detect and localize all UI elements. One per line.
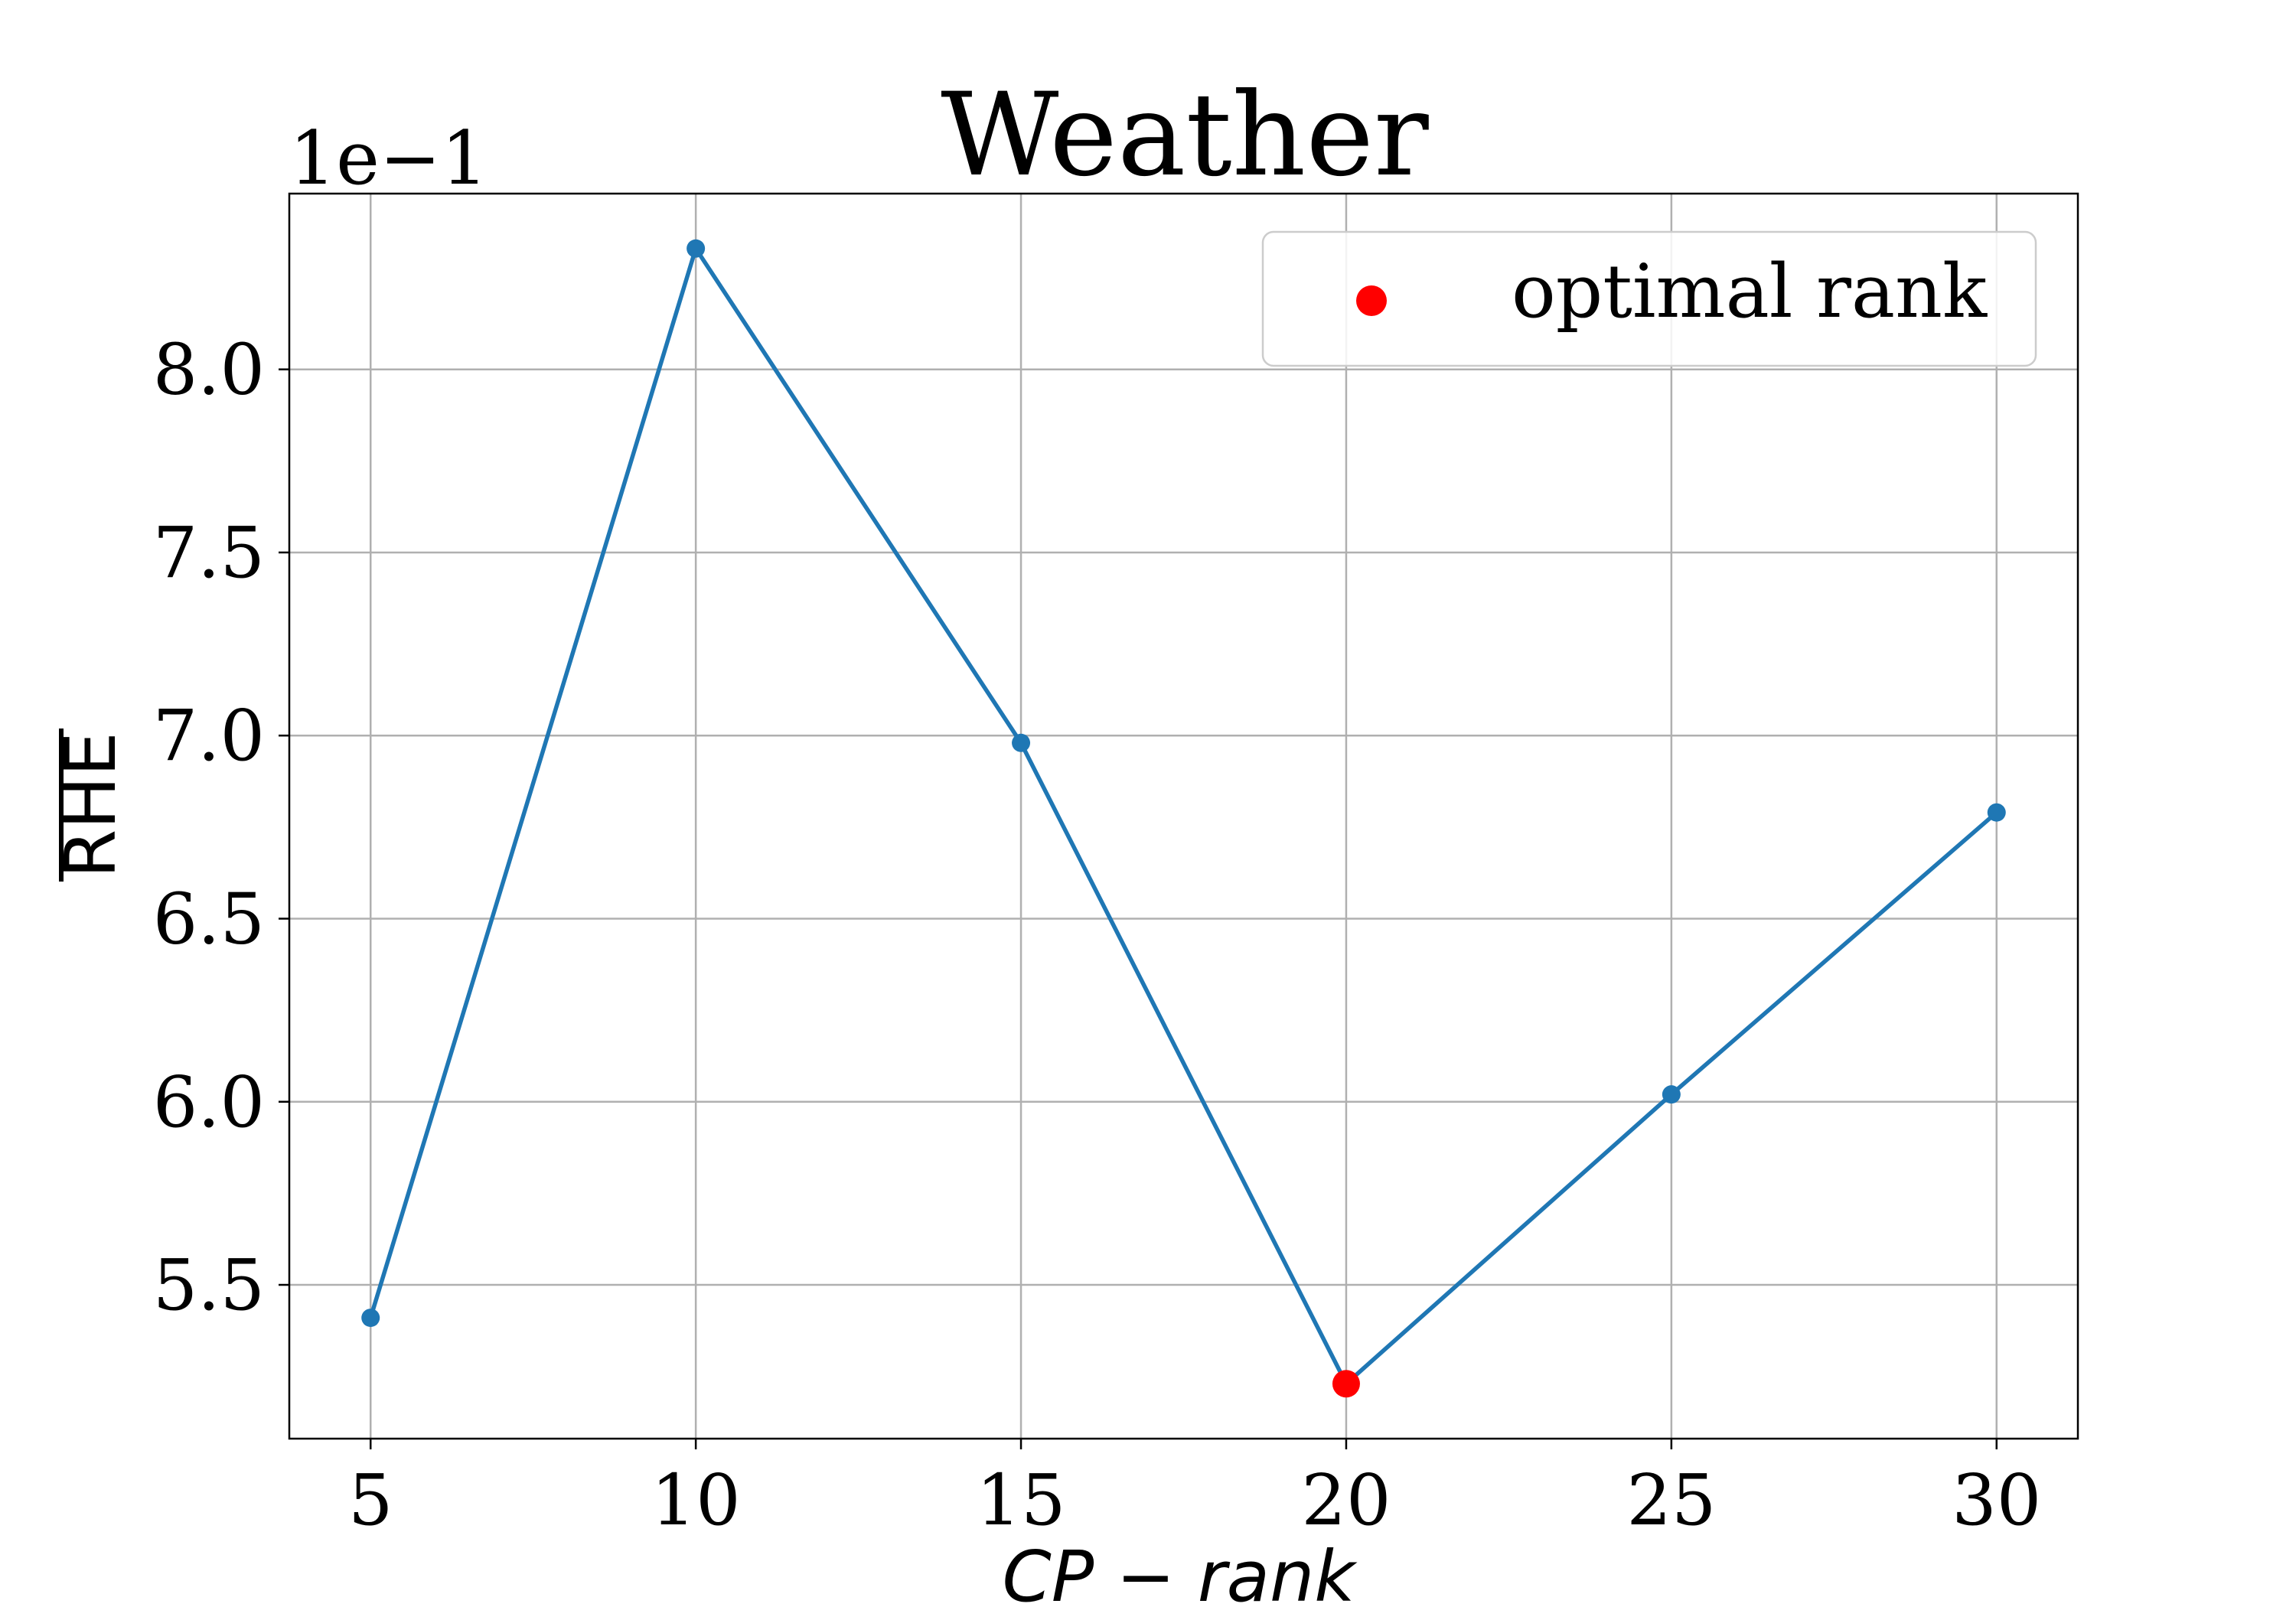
x-tick-label: 20 [1301, 1459, 1391, 1541]
series-line-layer [361, 239, 2006, 1398]
legend: optimal rank [1261, 230, 2037, 367]
grid [289, 194, 2078, 1439]
y-axis: 5.5 6.0 6.5 7.0 7.5 8.0 [153, 329, 289, 1326]
data-point-marker [1662, 1085, 1681, 1104]
y-tick-label: 5.5 [153, 1244, 265, 1326]
optimal-rank-marker [1332, 1370, 1360, 1398]
data-point-marker [1012, 733, 1031, 752]
y-axis-label-group: RHE [50, 729, 132, 882]
legend-box [1261, 230, 2037, 367]
x-axis: 5 10 15 20 25 30 [348, 1439, 2041, 1541]
y-tick-label: 6.0 [153, 1061, 265, 1143]
y-axis-offset-label: 1e−1 [289, 116, 488, 201]
x-axis-label: CP − rank [1002, 1536, 1358, 1607]
legend-label: optimal rank [1512, 249, 1988, 334]
x-tick-label: 30 [1952, 1459, 2041, 1541]
y-tick-label: 7.0 [153, 695, 265, 777]
series-line [368, 246, 1998, 1386]
data-point-marker [1987, 803, 2006, 822]
y-tick-label: 7.5 [153, 512, 265, 594]
plot-frame [288, 192, 2079, 1440]
y-tick-label: 8.0 [153, 329, 265, 411]
data-point-marker [361, 1309, 380, 1328]
x-tick-label: 15 [977, 1459, 1066, 1541]
legend-marker [1356, 285, 1387, 316]
x-tick-label: 25 [1626, 1459, 1716, 1541]
x-tick-label: 10 [651, 1459, 741, 1541]
x-tick-label: 5 [348, 1459, 393, 1541]
y-tick-label: 6.5 [153, 878, 265, 960]
data-point-marker [687, 239, 706, 258]
chart-title: Weather [941, 69, 1429, 202]
